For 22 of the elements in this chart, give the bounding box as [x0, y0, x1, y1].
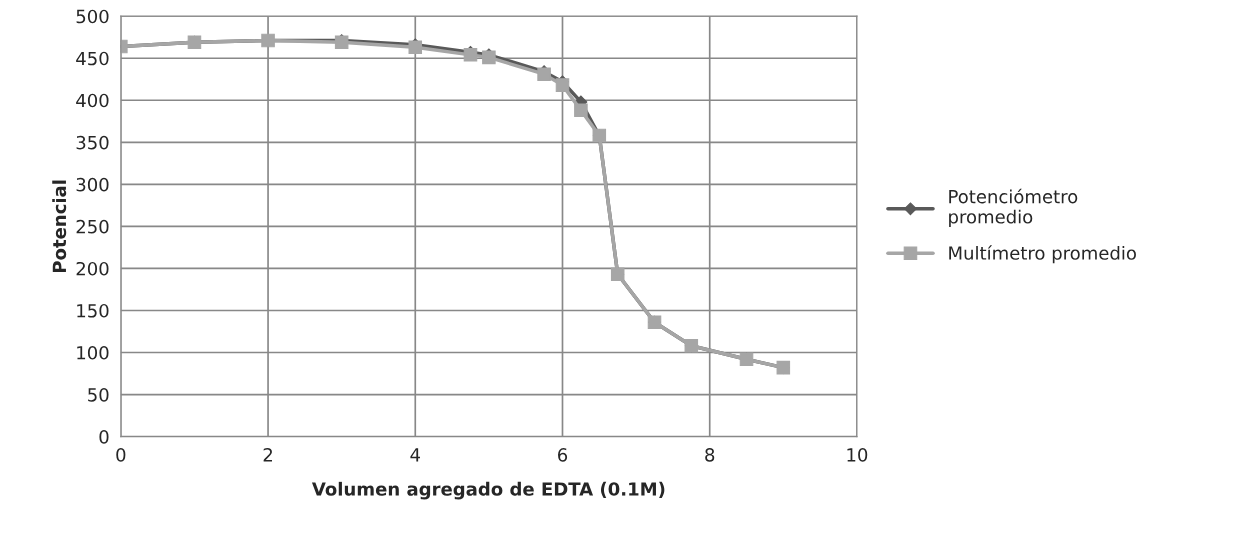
- y-tick-label: 50: [88, 388, 109, 402]
- x-tick-label: 6: [558, 448, 568, 462]
- y-tick-label: 450: [76, 51, 109, 66]
- legend-label: Potenciómetro promedio: [949, 188, 1078, 228]
- y-tick-label: 350: [76, 135, 109, 150]
- y-tick-label: 500: [76, 9, 109, 24]
- x-tick-label: 8: [705, 448, 715, 462]
- x-tick-label: 2: [263, 448, 272, 462]
- y-tick-label: 300: [76, 177, 109, 192]
- x-tick-label: 10: [847, 448, 868, 462]
- x-tick-label: 4: [410, 448, 421, 462]
- y-tick-label: 250: [76, 219, 109, 234]
- point: [574, 103, 588, 118]
- y-axis-title: Potencial: [52, 180, 67, 273]
- y-tick-label: 200: [76, 261, 109, 276]
- y-tick-label: 150: [77, 303, 109, 318]
- y-tick-label: 400: [76, 93, 109, 108]
- y-tick-label: 0: [99, 430, 109, 444]
- x-axis-title: Volumen agregado de EDTA (0.1M): [311, 481, 665, 500]
- y-tick-label: 100: [77, 345, 109, 360]
- x-tick-label: 0: [116, 448, 126, 462]
- legend-label: Multímetro promedio: [949, 245, 1136, 264]
